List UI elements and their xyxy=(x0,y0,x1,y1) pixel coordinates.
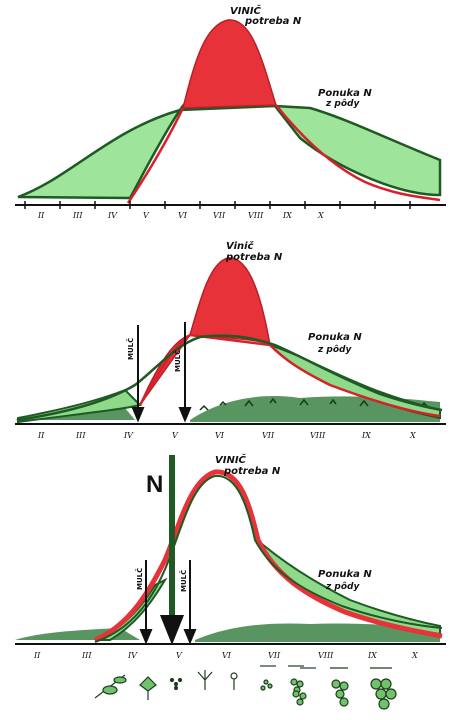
panel-3-demand-curve xyxy=(93,469,443,643)
shoot-icon xyxy=(94,674,127,699)
medium-cluster-icon xyxy=(292,667,316,706)
month-label: IV xyxy=(107,211,118,220)
berry-set-icon xyxy=(260,665,276,691)
month-label: VII xyxy=(213,211,226,220)
panel-2-vine-label: potreba N xyxy=(225,252,283,263)
panel-2-vine-label: Vinič xyxy=(226,240,255,252)
month-label: X xyxy=(409,431,416,440)
growth-stage-icons xyxy=(94,665,397,710)
panel-1-ticks xyxy=(24,201,411,209)
month-label: III xyxy=(72,211,83,220)
panel-3-fertilizer-label: N xyxy=(146,471,163,498)
month-label: IV xyxy=(123,431,134,440)
panel-1-supply-surplus-band xyxy=(17,85,442,200)
panel-1: II III IV V VI VII VIII IX X VINIČ potre… xyxy=(15,3,446,220)
panel-3-supply-label: z pôdy xyxy=(325,581,360,592)
panel-2-mulch-label: MULČ xyxy=(126,338,135,360)
small-cluster-icon xyxy=(288,665,304,694)
panel-3-mulch-label: MULČ xyxy=(179,570,188,592)
panel-1-demand-curve xyxy=(126,104,441,204)
month-label: III xyxy=(81,651,92,660)
panel-1-vine-label: VINIČ xyxy=(230,3,262,17)
panel-2-supply-label: z pôdy xyxy=(317,344,352,355)
panel-3-month-labels: II III IV V VI VII VIII IX X xyxy=(33,651,418,660)
panel-1-demand-peak xyxy=(182,19,278,109)
panel-3-supply-label: Ponuka N xyxy=(318,569,372,580)
panel-1-vine-label: potreba N xyxy=(244,16,302,27)
panel-2-demand-peak xyxy=(139,257,272,406)
panel-2-supply-label: Ponuka N xyxy=(308,332,362,343)
month-label: X xyxy=(317,211,324,220)
panel-2-supply-curve xyxy=(17,334,443,422)
panel-1-supply-label: z pôdy xyxy=(325,98,360,109)
ripe-grape-cluster-icon xyxy=(370,667,397,710)
panel-2-demand-body xyxy=(138,333,441,418)
panel-3-vine-label: VINIČ xyxy=(215,452,247,466)
month-label: II xyxy=(37,211,45,220)
month-label: V xyxy=(143,211,150,220)
panel-2: MULČ MULČ II III IV V VI VII VIII IX X V… xyxy=(15,240,446,440)
panel-3-supply-curve xyxy=(94,474,443,643)
panel-3-vine-label: potreba N xyxy=(223,466,281,477)
panel-3-fertilizer-arrow xyxy=(160,455,184,645)
panel-2-mulch-label: MULČ xyxy=(173,350,182,372)
grape-cluster-icon xyxy=(330,667,349,707)
month-label: II xyxy=(37,431,45,440)
month-label: VI xyxy=(178,211,188,220)
month-label: III xyxy=(75,431,86,440)
month-label: IX xyxy=(361,431,371,440)
panel-2-mulch-arrows xyxy=(131,322,192,423)
panel-1-supply-label: Ponuka N xyxy=(318,88,372,99)
month-label: VII xyxy=(268,651,281,660)
month-label: V xyxy=(172,431,179,440)
panel-1-month-labels: II III IV V VI VII VIII IX X xyxy=(37,211,324,220)
panel-2-month-labels: II III IV V VI VII VIII IX X xyxy=(37,431,416,440)
flower-icon xyxy=(230,672,238,690)
panel-3-mulch-arrows xyxy=(139,560,197,645)
month-label: VIII xyxy=(318,651,334,660)
panel-3-mulch-label: MULČ xyxy=(135,568,144,590)
month-label: VI xyxy=(222,651,232,660)
month-label: VII xyxy=(262,431,275,440)
panel-3-ground-mulch xyxy=(15,623,440,642)
month-label: V xyxy=(176,651,183,660)
flower-cluster-icon xyxy=(197,670,213,690)
month-label: IX xyxy=(367,651,377,660)
month-label: VIII xyxy=(248,211,264,220)
month-label: II xyxy=(33,651,41,660)
month-label: X xyxy=(411,651,418,660)
panel-2-ground-mulch xyxy=(15,396,440,422)
leaf-cluster-icon xyxy=(139,676,157,700)
month-label: IV xyxy=(127,651,138,660)
panel-3: N MULČ MULČ II III IV V VI VII VIII IX X… xyxy=(15,452,446,660)
month-label: VIII xyxy=(310,431,326,440)
month-label: IX xyxy=(282,211,292,220)
month-label: VI xyxy=(215,431,225,440)
bud-icon xyxy=(169,677,183,691)
